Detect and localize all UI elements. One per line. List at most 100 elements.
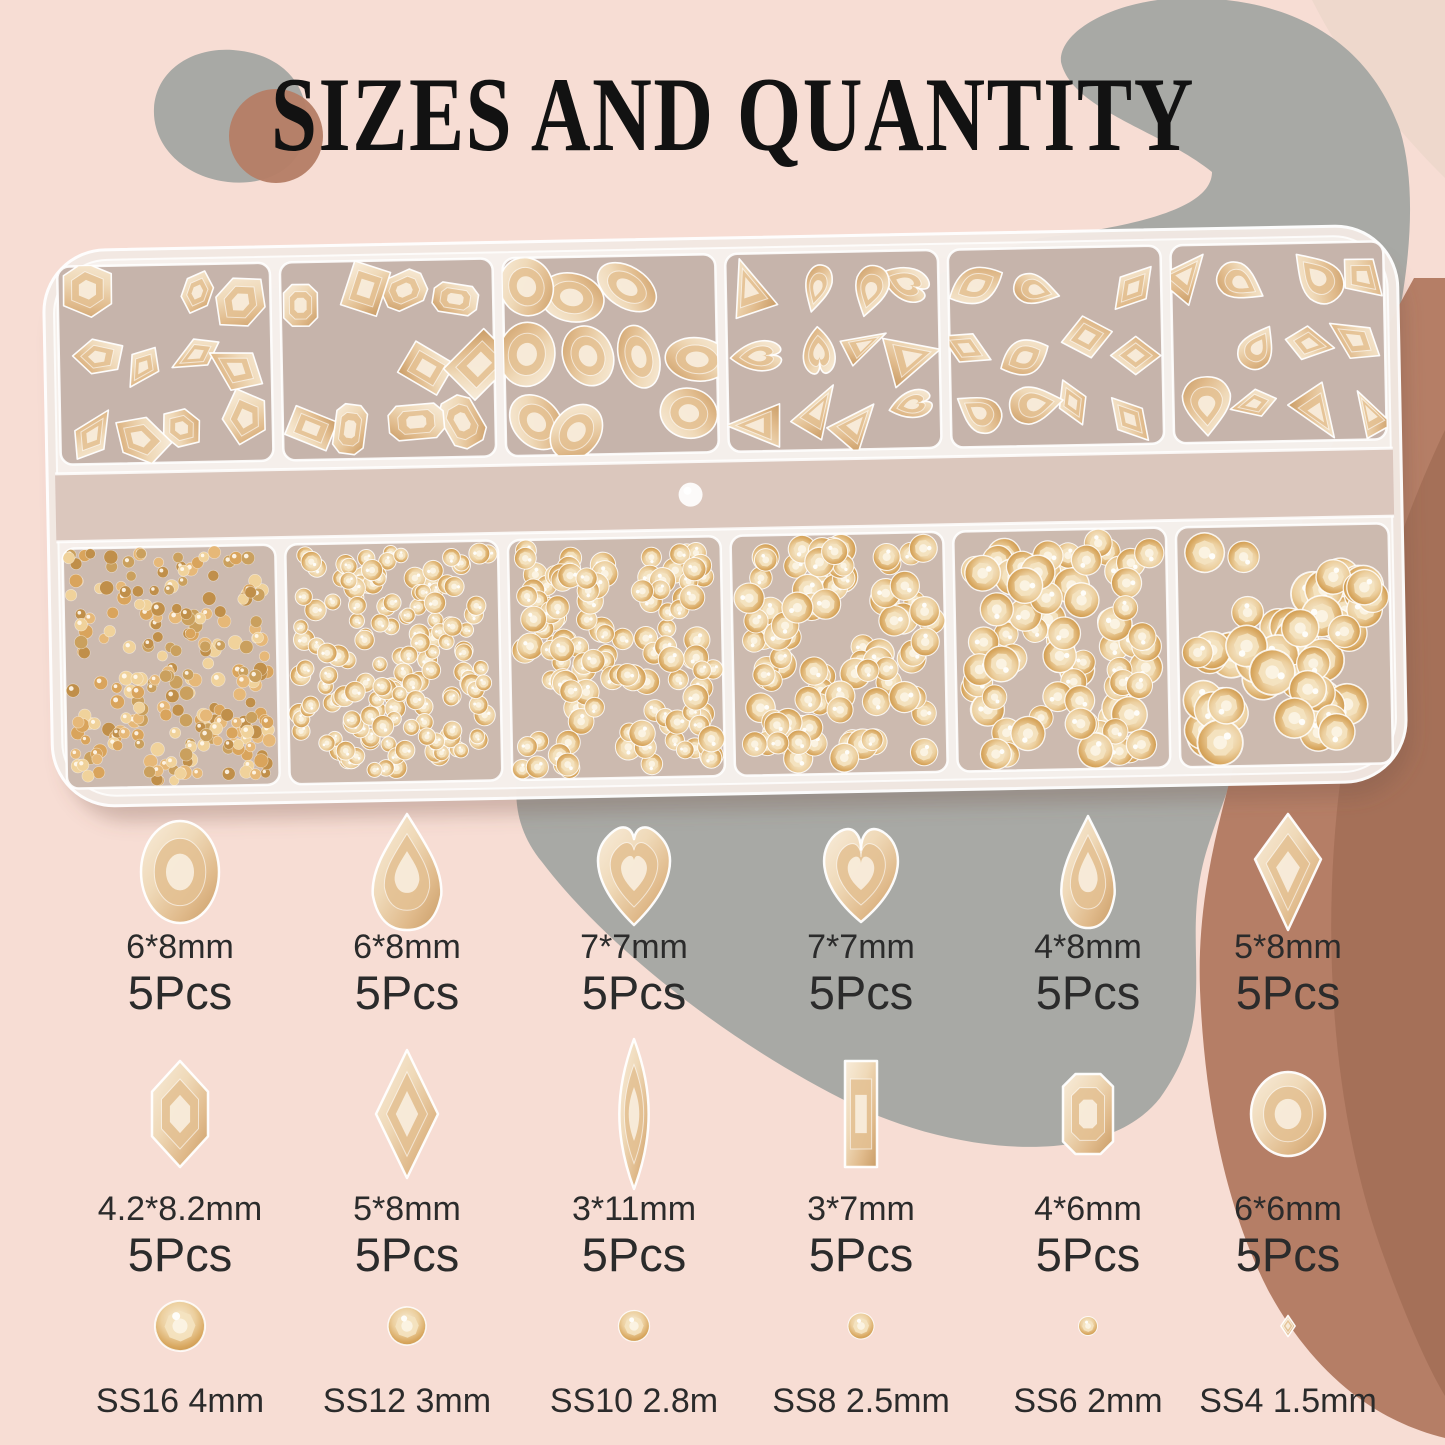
gem-label: 3*7mm 5Pcs — [807, 1191, 915, 1280]
gem — [208, 352, 264, 392]
flatback-gem — [781, 591, 814, 624]
flatback-gem — [399, 645, 419, 665]
flatback-gem — [403, 566, 427, 590]
flatback-gem — [549, 636, 575, 662]
ss-size-label: SS12 3mm — [322, 1382, 492, 1420]
flatback-gem — [1064, 707, 1097, 740]
gem-size: 6*6mm — [1234, 1190, 1342, 1228]
flatback-gem — [393, 547, 409, 564]
flatback-gem — [154, 1300, 206, 1352]
flatback-gem — [391, 685, 408, 702]
flatback-gem — [679, 584, 706, 611]
storage-case — [42, 224, 1413, 822]
gem-qty: 5Pcs — [1235, 965, 1341, 1019]
gem-size: 4*8mm — [1034, 928, 1142, 966]
flatback-gem — [394, 739, 416, 761]
gem — [283, 404, 339, 452]
terracotta-blob-dark — [1331, 430, 1445, 1396]
flatback-gem — [318, 734, 336, 752]
gem — [947, 333, 992, 363]
gem — [1114, 265, 1152, 311]
page-title: SIZES AND QUANTITY — [270, 56, 1196, 173]
gem-qty: 5Pcs — [1035, 965, 1141, 1019]
gem-label: 7*7mm 5Pcs — [807, 929, 915, 1018]
gem — [881, 337, 942, 389]
flatback-gem — [513, 546, 537, 570]
flatback-gem — [1346, 568, 1383, 606]
flatback-gem — [785, 729, 812, 755]
flatback-gem — [889, 570, 921, 602]
gem — [282, 283, 319, 328]
flatback-gem — [752, 663, 776, 687]
gem-label: 4.2*8.2mm 5Pcs — [98, 1191, 262, 1280]
flatback-gem — [1207, 686, 1246, 725]
flatback-gem — [584, 696, 605, 718]
flatback-gem — [296, 659, 315, 678]
gem — [729, 339, 783, 372]
flatback-gem — [581, 648, 606, 674]
flatback-gem — [575, 567, 598, 590]
gem — [437, 394, 488, 450]
flatback-gem — [1227, 540, 1260, 574]
flatback-gem — [964, 554, 1002, 592]
gem-qty: 5Pcs — [127, 965, 233, 1019]
flatback-gem — [769, 646, 793, 669]
gem-label: 4*8mm 5Pcs — [1034, 929, 1142, 1018]
gem-size: 6*8mm — [353, 928, 461, 966]
flatback-gem — [667, 668, 689, 691]
gem-label: 4*6mm 5Pcs — [1034, 1191, 1142, 1280]
gem — [221, 387, 266, 446]
gem — [1286, 381, 1336, 439]
gem — [502, 256, 555, 317]
gem — [789, 384, 835, 441]
flatback-gem — [809, 588, 842, 620]
flatback-gem — [387, 1306, 427, 1346]
gem-size: 7*7mm — [580, 928, 688, 966]
flatback-gem — [410, 632, 431, 653]
flatback-gem — [576, 608, 598, 631]
flatback-gem — [1070, 544, 1103, 576]
gem-label: 5*8mm 5Pcs — [1234, 929, 1342, 1018]
flatback-gem — [421, 660, 442, 680]
flatback-gem — [650, 579, 671, 600]
flatback-gem — [763, 711, 791, 739]
gem — [618, 1037, 650, 1191]
gem — [331, 402, 369, 456]
flatback-gem — [821, 537, 849, 566]
flatback-gem — [847, 1312, 875, 1340]
gem-size: 3*7mm — [807, 1190, 915, 1228]
flatback-gem — [1125, 728, 1158, 761]
flatback-gem — [766, 731, 790, 755]
gem — [1012, 272, 1061, 305]
flatback-gem — [344, 680, 366, 703]
flatback-gem — [1317, 712, 1356, 751]
flatback-gem — [1010, 715, 1046, 752]
flatback-gem — [1063, 582, 1100, 619]
gem — [431, 281, 480, 317]
gem — [180, 270, 215, 314]
gem — [596, 826, 672, 927]
flatback-gem — [617, 1309, 651, 1343]
ss-size-label: SS16 4mm — [95, 1382, 265, 1420]
flatback-gem — [700, 746, 723, 769]
gem-qty: 5Pcs — [581, 1227, 687, 1281]
flatback-gem — [371, 715, 395, 738]
flatback-gem — [611, 627, 634, 651]
gem — [839, 332, 887, 367]
gem-qty: 5Pcs — [1235, 1227, 1341, 1281]
flatback-gem — [872, 543, 901, 571]
flatback-gem — [294, 587, 313, 606]
ss-size-label: SS6 2mm — [1013, 1382, 1163, 1420]
gem — [1000, 339, 1049, 376]
pearl — [678, 482, 703, 507]
gem — [549, 403, 604, 457]
gem — [822, 827, 900, 924]
gem — [725, 403, 781, 448]
gem — [1109, 335, 1162, 376]
flatback-gem — [324, 593, 342, 611]
gem — [843, 1059, 879, 1169]
flatback-gem — [326, 730, 343, 747]
flatback-gem — [826, 696, 854, 724]
flatback-gem — [516, 585, 538, 608]
